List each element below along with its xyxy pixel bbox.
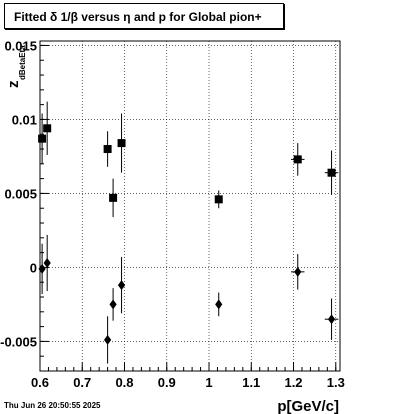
x-tick-label: 1.3 <box>327 375 345 390</box>
data-point-square <box>109 178 118 218</box>
data-point-diamond <box>104 316 112 364</box>
diamond-marker <box>327 314 336 325</box>
data-point-diamond <box>43 234 51 292</box>
square-marker <box>327 168 336 177</box>
diamond-marker <box>109 299 117 310</box>
x-tick-label: 1.1 <box>242 375 260 390</box>
data-point-diamond <box>324 298 339 340</box>
y-tick-label: 0.01 <box>12 112 37 127</box>
grid-lines <box>39 41 340 371</box>
diamond-marker <box>104 334 112 345</box>
diamond-marker <box>38 263 46 274</box>
diamond-marker <box>43 257 51 268</box>
x-tick-label: 0.6 <box>31 375 49 390</box>
square-marker <box>117 139 126 148</box>
x-tick-label: 1.2 <box>284 375 302 390</box>
data-point-diamond <box>117 257 126 314</box>
data-point-square <box>43 101 52 155</box>
data-point-square <box>324 150 339 195</box>
data-point-diamond <box>38 243 46 295</box>
data-point-diamond <box>109 288 117 321</box>
square-marker <box>38 134 47 143</box>
y-tick-label: -0.005 <box>0 334 37 349</box>
x-tick-label: 0.7 <box>73 375 91 390</box>
y-tick-label: 0.015 <box>4 38 37 53</box>
y-tick-label: 0.005 <box>4 186 37 201</box>
y-axis: -0.005 0 0.005 0.01 0.015 <box>0 38 49 372</box>
x-tick-label: 1 <box>205 375 212 390</box>
square-marker <box>214 195 223 204</box>
chart-title: Fitted δ 1/β versus η and p for Global p… <box>4 3 284 29</box>
diamond-marker <box>215 299 223 310</box>
square-marker <box>43 124 52 133</box>
x-axis: 0.6 0.7 0.8 0.9 1 1.1 1.2 1.3 <box>31 362 345 390</box>
data-point-square <box>214 190 223 209</box>
square-marker <box>293 155 302 164</box>
data-points <box>38 101 339 364</box>
data-point-square <box>117 113 126 173</box>
x-axis-title: p[GeV/c] <box>277 398 339 414</box>
data-point-square <box>38 113 47 164</box>
square-marker <box>103 145 112 154</box>
y-axis-title-sub: dBetaEta <box>18 45 27 80</box>
diamond-marker <box>117 280 126 291</box>
data-point-diamond <box>215 292 223 317</box>
diamond-marker <box>294 266 302 277</box>
y-tick-label: 0 <box>30 260 37 275</box>
x-tick-label: 0.9 <box>158 375 176 390</box>
x-tick-label: 0.8 <box>115 375 133 390</box>
y-axis-title: z dBetaEta <box>5 45 27 88</box>
data-point-square <box>290 143 305 176</box>
square-marker <box>109 193 118 202</box>
data-point-diamond <box>290 254 305 290</box>
timestamp-footer: Thu Jun 26 20:50:55 2025 <box>4 401 101 410</box>
plot-frame <box>39 40 341 372</box>
y-axis-title-main: z <box>5 81 22 89</box>
data-point-square <box>103 131 112 167</box>
